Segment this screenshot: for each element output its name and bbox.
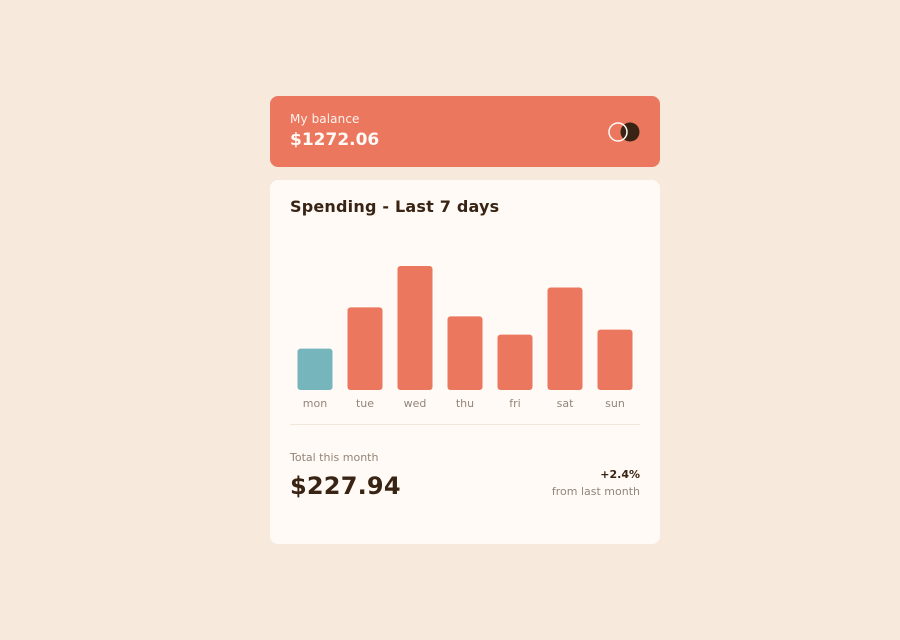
tick-label-sun: sun <box>605 397 625 410</box>
total-amount: $227.94 <box>290 472 401 500</box>
bar-thu[interactable] <box>447 316 483 390</box>
balance-card: My balance $1272.06 <box>270 96 660 167</box>
tick-label-thu: thu <box>456 397 474 410</box>
bar-sat[interactable] <box>547 287 583 390</box>
balance-label: My balance <box>290 112 360 126</box>
bar-fri[interactable] <box>497 334 533 390</box>
overlapping-circles-logo-icon <box>608 122 640 142</box>
bar-tue[interactable] <box>347 307 383 390</box>
divider <box>290 424 640 425</box>
spending-bar-chart: mon tue wed thu fri sat sun <box>297 266 633 410</box>
total-label: Total this month <box>290 451 379 464</box>
bar-mon[interactable] <box>297 348 333 390</box>
balance-amount: $1272.06 <box>290 130 380 150</box>
tick-label-fri: fri <box>509 397 520 410</box>
change-label: from last month <box>551 485 640 498</box>
bar-sun[interactable] <box>597 329 633 390</box>
change-percent: +2.4% <box>600 468 640 481</box>
tick-label-mon: mon <box>303 397 327 410</box>
tick-label-wed: wed <box>404 397 427 410</box>
tick-label-sat: sat <box>557 397 574 410</box>
bar-wed[interactable] <box>397 266 433 390</box>
spending-card: Spending - Last 7 days mon tue wed thu fri sa… <box>270 180 660 544</box>
spending-title: Spending - Last 7 days <box>290 197 500 216</box>
tick-label-tue: tue <box>356 397 374 410</box>
